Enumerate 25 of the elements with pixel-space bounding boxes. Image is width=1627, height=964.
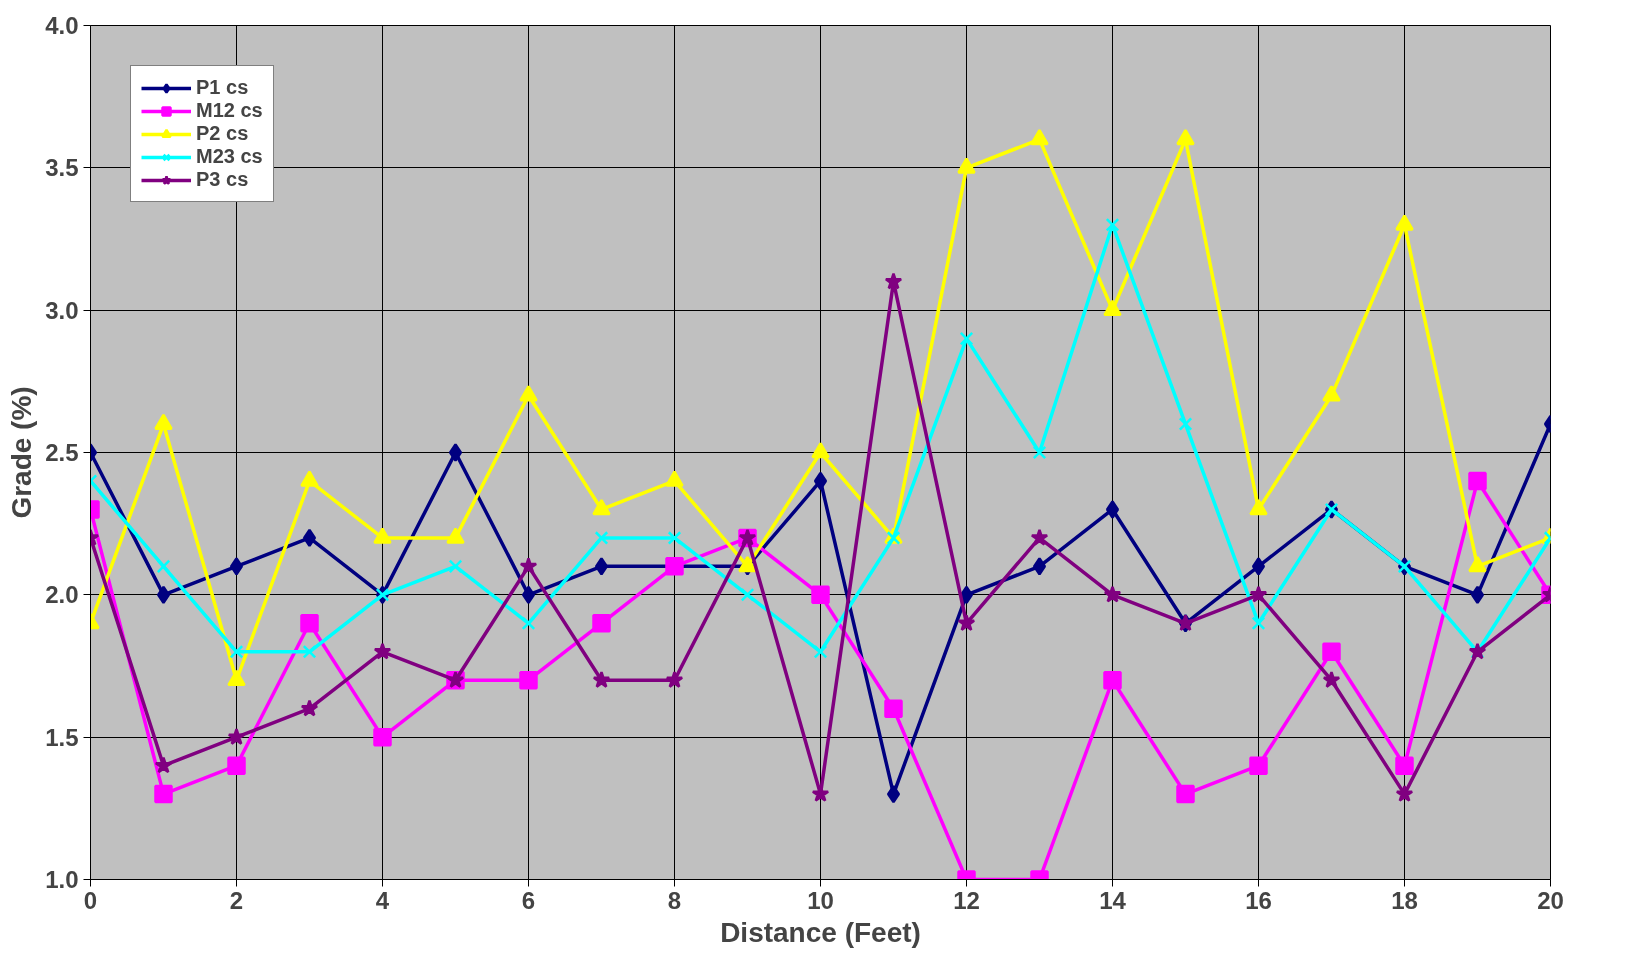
x-tick-label: 2: [229, 886, 244, 914]
legend-label: M23 cs: [196, 145, 263, 168]
x-axis-title: Distance (Feet): [720, 916, 921, 948]
legend-label: P3 cs: [196, 168, 249, 191]
y-tick-label: 1.0: [45, 866, 79, 893]
x-tick-label: 6: [521, 886, 536, 914]
x-tick-label: 8: [667, 886, 682, 914]
x-tick-label: 16: [1245, 886, 1272, 914]
legend-label: P2 cs: [196, 122, 249, 145]
x-tick-label: 18: [1391, 886, 1418, 914]
x-tick-label: 0: [83, 886, 98, 914]
y-tick-label: 3.0: [45, 296, 79, 324]
x-tick-label: 4: [375, 886, 390, 914]
y-axis-title: Grade (%): [6, 386, 38, 519]
legend-label: M12 cs: [196, 99, 263, 122]
y-tick-label: 1.5: [45, 723, 79, 751]
y-tick-label: 2.0: [45, 581, 79, 609]
x-tick-label: 12: [953, 886, 980, 914]
y-tick-label: 4.0: [45, 12, 79, 39]
y-tick-label: 2.5: [45, 439, 79, 466]
y-tick-label: 3.5: [45, 154, 79, 182]
legend-label: P1 cs: [196, 76, 249, 99]
x-tick-label: 20: [1537, 886, 1564, 914]
x-tick-label: 14: [1099, 886, 1127, 914]
x-tick-label: 10: [807, 886, 834, 914]
